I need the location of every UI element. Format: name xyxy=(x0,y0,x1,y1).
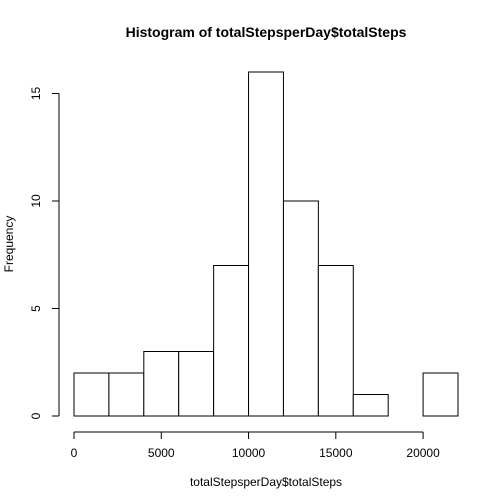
x-tick-label: 20000 xyxy=(406,446,440,460)
x-tick-label: 10000 xyxy=(232,446,266,460)
histogram-bar xyxy=(422,372,459,417)
y-tick-label: 0 xyxy=(29,412,43,419)
histogram-bar xyxy=(178,351,215,417)
bars-group xyxy=(73,71,459,417)
x-tick-label: 0 xyxy=(71,446,78,460)
y-tick-label: 5 xyxy=(29,305,43,312)
y-axis-label: Frequency xyxy=(2,216,16,273)
histogram-bar xyxy=(73,372,110,417)
y-axis: 0 5 10 15 xyxy=(29,87,60,419)
histogram-bar xyxy=(352,394,389,417)
x-tick-label: 15000 xyxy=(319,446,353,460)
histogram-bar xyxy=(143,351,180,417)
x-axis-label: totalStepsperDay$totalSteps xyxy=(190,475,342,489)
histogram-bar xyxy=(108,372,145,417)
x-axis: 0 5000 10000 15000 20000 xyxy=(71,431,440,460)
histogram-bar xyxy=(282,200,319,417)
x-tick-label: 5000 xyxy=(148,446,175,460)
y-tick-label: 10 xyxy=(29,194,43,208)
histogram-bar xyxy=(213,265,250,417)
histogram-bar xyxy=(248,71,284,417)
chart-title: Histogram of totalStepsperDay$totalSteps xyxy=(126,24,407,40)
histogram-bar xyxy=(317,265,354,417)
y-tick-label: 15 xyxy=(29,87,43,101)
